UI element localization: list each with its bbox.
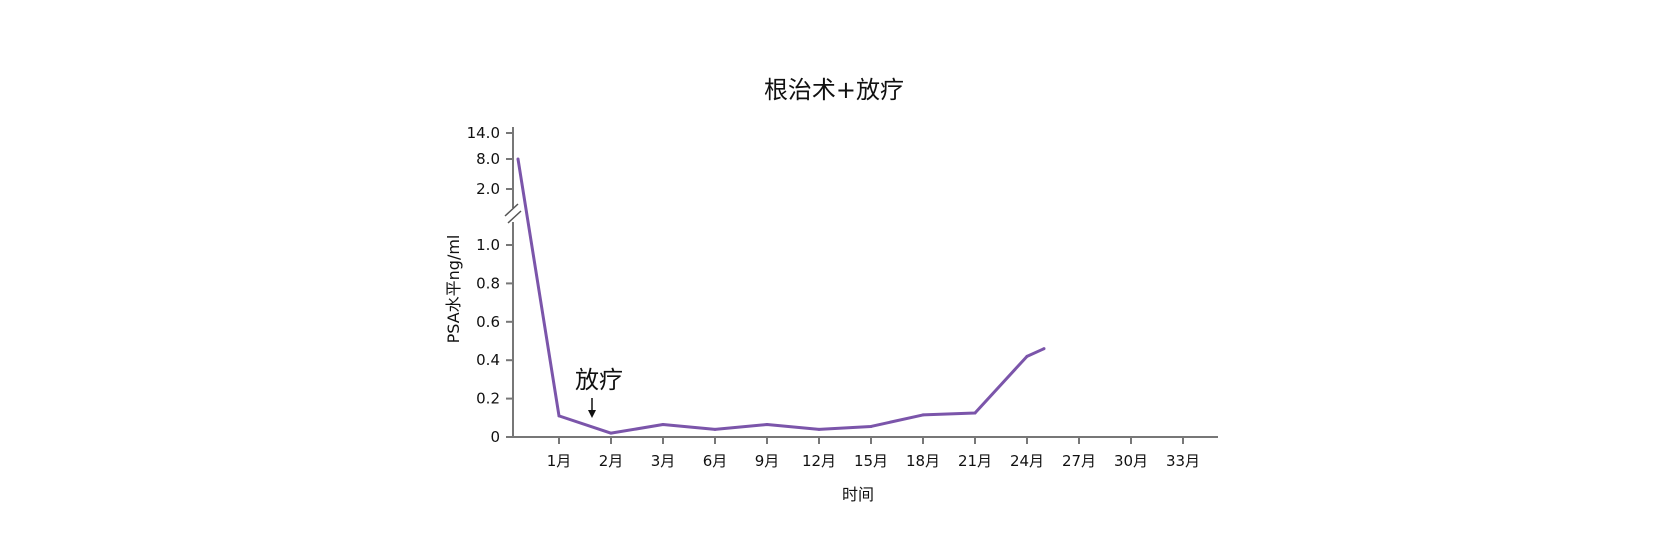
x-tick-label: 9月 [755, 452, 780, 470]
data-point [517, 158, 520, 161]
data-point [662, 423, 665, 426]
data-point [870, 425, 873, 428]
data-point [610, 432, 613, 435]
y-tick-label: 0.8 [476, 274, 500, 292]
y-tick-label: 2.0 [476, 180, 500, 198]
data-point [558, 414, 561, 417]
y-ticks: 0 0.2 0.4 0.6 0.8 1.0 2.0 8.0 14.0 [467, 124, 513, 446]
data-point [766, 423, 769, 426]
annotation-arrow-head [588, 410, 596, 418]
x-tick-label: 18月 [906, 452, 940, 470]
x-tick-label: 3月 [651, 452, 676, 470]
y-tick-label: 8.0 [476, 150, 500, 168]
y-tick-label: 14.0 [467, 124, 500, 142]
data-point [922, 413, 925, 416]
y-tick-label: 0 [490, 428, 500, 446]
x-tick-label: 30月 [1114, 452, 1148, 470]
x-tick-label: 33月 [1166, 452, 1200, 470]
y-axis-label: PSA水平ng/ml [444, 235, 463, 344]
data-point [1043, 347, 1046, 350]
data-point [974, 412, 977, 415]
x-tick-label: 12月 [802, 452, 836, 470]
axis-break-mark [505, 204, 518, 216]
annotation-label: 放疗 [575, 366, 623, 394]
data-point [714, 428, 717, 431]
chart-title: 根治术+放疗 [764, 76, 904, 104]
x-axis-label: 时间 [842, 485, 874, 504]
axis-break-mark [508, 211, 521, 223]
x-tick-label: 24月 [1010, 452, 1044, 470]
x-tick-label: 21月 [958, 452, 992, 470]
annotations: 放疗 [575, 366, 623, 418]
y-tick-label: 0.6 [476, 313, 500, 331]
x-tick-label: 1月 [547, 452, 572, 470]
y-tick-label: 1.0 [476, 236, 500, 254]
data-point [1026, 355, 1029, 358]
x-tick-label: 15月 [854, 452, 888, 470]
data-point [818, 428, 821, 431]
y-tick-label: 0.2 [476, 390, 500, 408]
x-tick-label: 6月 [703, 452, 728, 470]
y-tick-label: 0.4 [476, 351, 500, 369]
x-ticks: 1月 2月 3月 6月 9月 12月 15月 18月 21月 24月 27月 30月 33月 [547, 437, 1200, 470]
x-tick-label: 2月 [599, 452, 624, 470]
x-tick-label: 27月 [1062, 452, 1096, 470]
